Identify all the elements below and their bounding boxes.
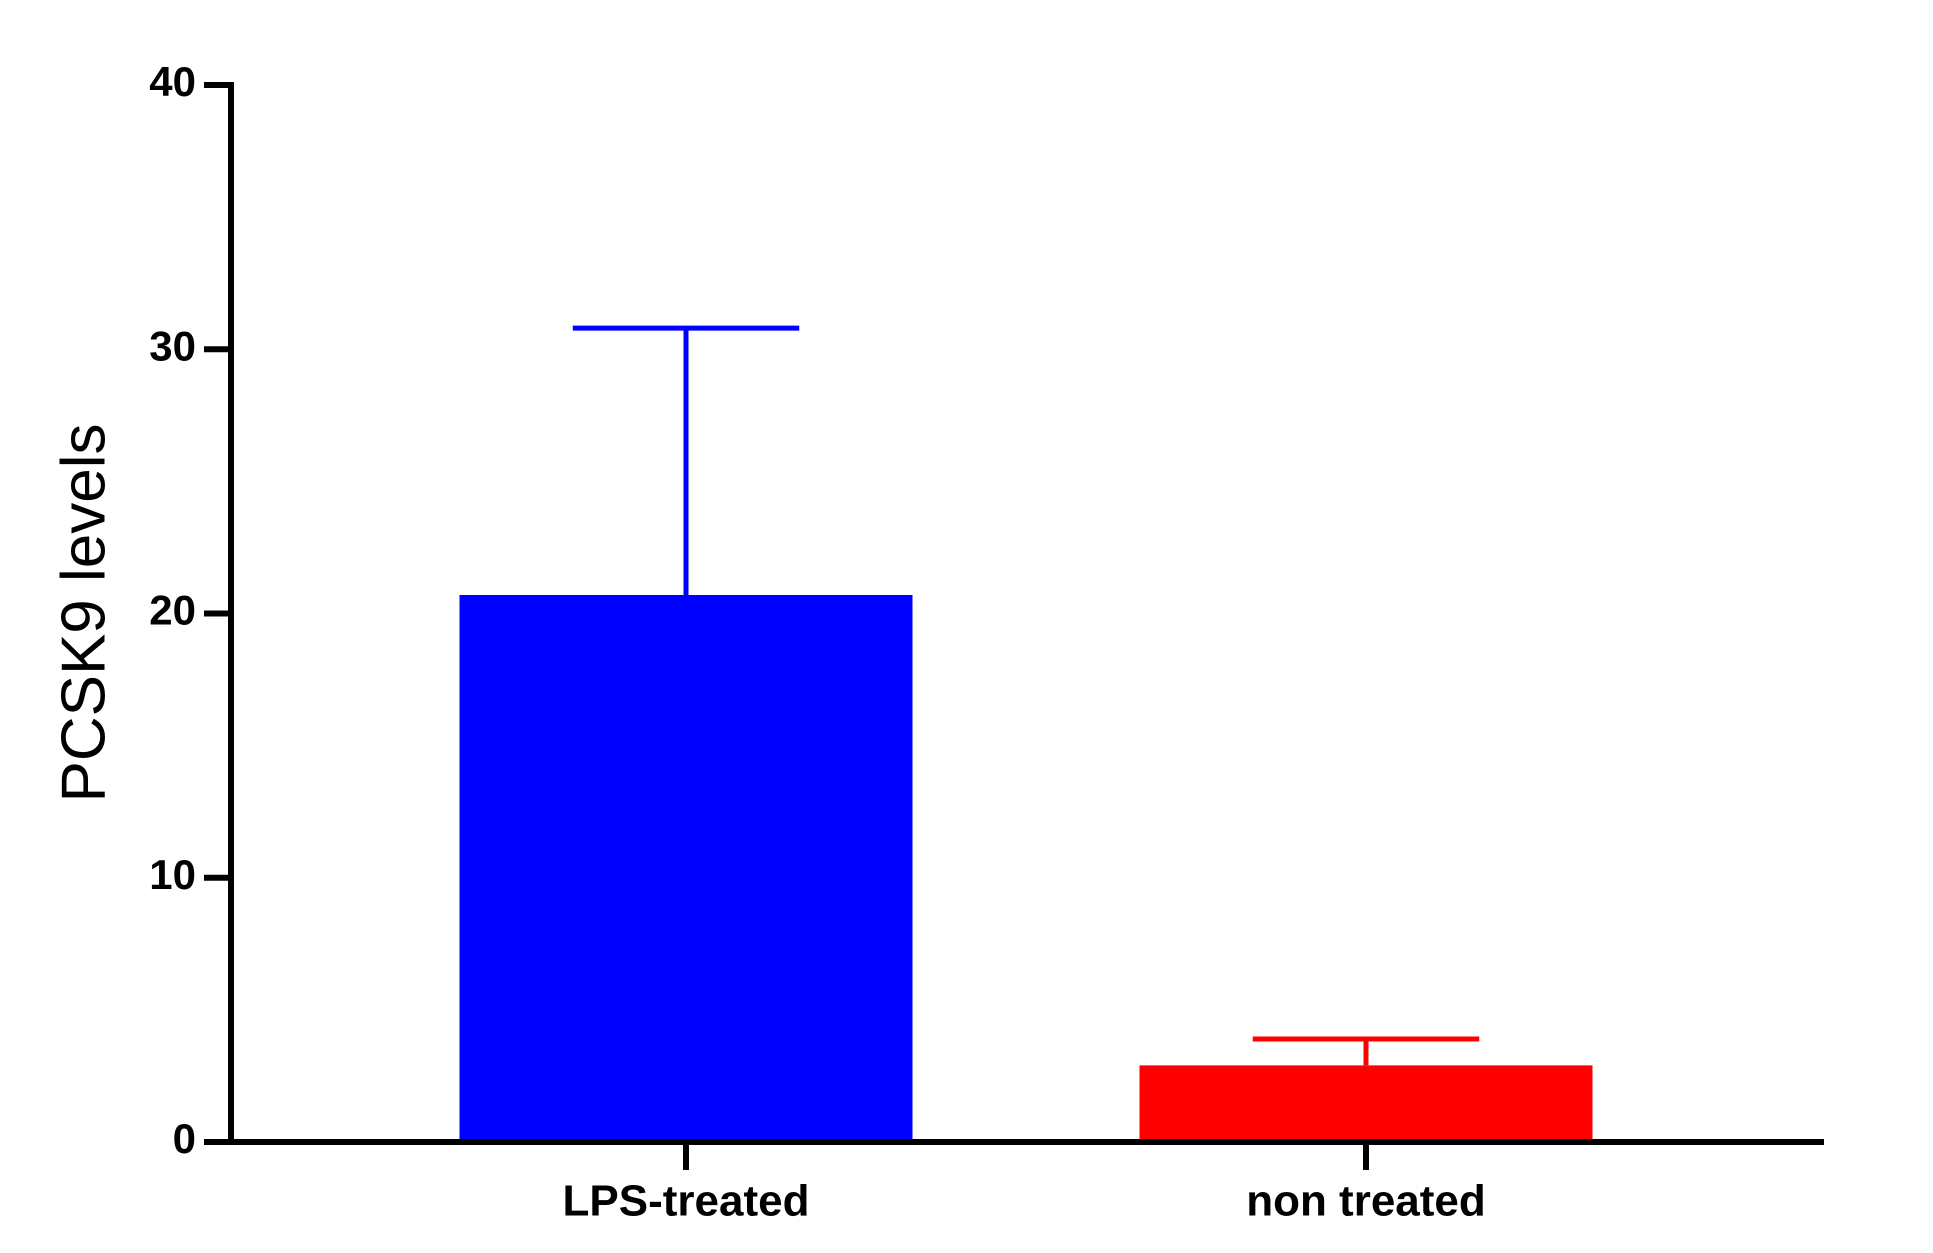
y-tick-label: 30 <box>149 322 196 369</box>
y-tick-label: 0 <box>173 1115 196 1162</box>
y-tick-label: 20 <box>149 587 196 634</box>
y-axis-label: PCSK9 levels <box>49 423 118 802</box>
y-tick-label: 40 <box>149 58 196 105</box>
error-bar <box>1252 1036 1480 1066</box>
x-tick-label: LPS-treated <box>563 1177 810 1226</box>
x-tick-label: non treated <box>1246 1177 1486 1226</box>
bar <box>459 595 913 1142</box>
bar <box>1139 1065 1593 1142</box>
y-tick-label: 10 <box>149 851 196 898</box>
error-bar <box>572 325 800 596</box>
